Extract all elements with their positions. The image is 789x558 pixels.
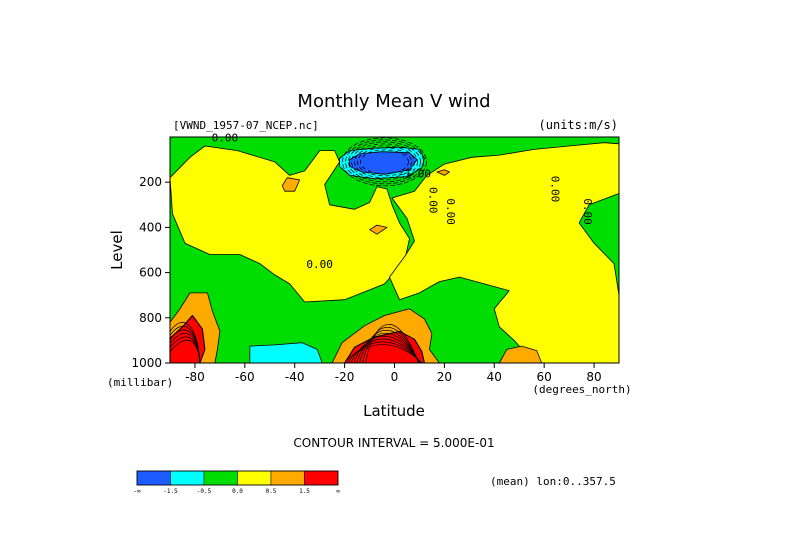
positive-contour-line-1 <box>344 344 423 364</box>
x-tick-label--80: -80 <box>185 370 205 384</box>
contour-value-label-5: 0.00 <box>444 198 457 225</box>
x-tick-label--20: -20 <box>335 370 355 384</box>
x-unit-label: (degrees_north) <box>532 383 631 396</box>
legend-label-3: -0.5 <box>197 488 212 495</box>
contour-value-label-2: -1.00 <box>398 168 431 181</box>
positive-contour-line-8 <box>365 324 419 364</box>
contour-region-small-north-maximum <box>436 169 450 176</box>
contour-region-north-dateline-strong-negative <box>349 151 418 175</box>
y-tick-label-200: 200 <box>139 175 162 189</box>
legend-color-box-4 <box>237 470 272 486</box>
x-tick-label--60: -60 <box>235 370 255 384</box>
positive-contour-line-5 <box>356 332 421 364</box>
legend-label-1: -∞ <box>133 488 141 495</box>
x-tick-label-40: 40 <box>487 370 502 384</box>
dataset-label: [VWND_1957-07_NCEP.nc] <box>173 119 319 132</box>
chart-title: Monthly Mean V wind <box>297 91 490 112</box>
contour-value-label-6: 0.00 <box>549 176 562 203</box>
y-unit-label: (millibar) <box>107 376 173 389</box>
negative-contour-ring-3 <box>354 145 415 179</box>
negative-contour-ring-6 <box>345 139 424 185</box>
legend-color-box-1 <box>136 470 171 486</box>
negative-contour-ring-4 <box>351 143 418 181</box>
contour-region-small-south-maximum <box>281 177 301 192</box>
positive-contour-line-6 <box>359 330 420 364</box>
y-tick-label-1000: 1000 <box>131 356 162 370</box>
y-tick-label-800: 800 <box>139 311 162 325</box>
negative-contour-ring-5 <box>348 141 421 183</box>
units-label: (units:m/s) <box>539 118 618 132</box>
x-tick-label-60: 60 <box>537 370 552 384</box>
x-axis-label: Latitude <box>363 402 425 420</box>
x-tick-label-0: 0 <box>391 370 399 384</box>
positive-contour-line-7 <box>362 327 420 364</box>
negative-contour-ring-1 <box>360 149 409 175</box>
legend-label-7: ∞ <box>336 488 340 495</box>
positive-contour-line-2 <box>347 341 422 364</box>
plot-area: 0.00 -1.00 0.00 0.00 0.00 0.00 0.00 <box>169 132 620 364</box>
positive-contour-line-3 <box>350 338 422 364</box>
contour-value-label-4: 0.00 <box>426 187 439 214</box>
legend-frame <box>136 470 339 486</box>
positive-contour-line-4 <box>353 335 421 364</box>
legend-color-box-3 <box>203 470 238 486</box>
contour-value-label-3: 0.00 <box>306 258 333 271</box>
south-polar-contour-6 <box>169 339 201 364</box>
legend-label-6: 1.5 <box>299 488 310 495</box>
legend-color-box-5 <box>270 470 305 486</box>
x-tick-label-80: 80 <box>586 370 601 384</box>
x-tick-label-20: 20 <box>437 370 452 384</box>
legend-label-4: 0.0 <box>232 488 243 495</box>
contour-region-small-mid-maximum <box>369 224 388 235</box>
contour-interval-label: CONTOUR INTERVAL = 5.000E-01 <box>293 436 494 450</box>
negative-contour-ring-7 <box>342 137 427 187</box>
color-legend: -∞ -1.5 -0.5 0.0 0.5 1.5 ∞ <box>133 470 340 495</box>
mean-longitude-label: (mean) lon:0..357.5 <box>490 475 616 488</box>
legend-label-5: 0.5 <box>266 488 277 495</box>
legend-color-box-6 <box>304 470 339 486</box>
contour-region-western-positive-band <box>169 145 410 303</box>
legend-color-box-2 <box>170 470 205 486</box>
contour-value-label-1: 0.00 <box>212 132 239 145</box>
legend-label-2: -1.5 <box>163 488 178 495</box>
y-tick-label-600: 600 <box>139 266 162 280</box>
y-axis-label: Level <box>108 230 126 270</box>
y-tick-label-400: 400 <box>139 220 162 234</box>
x-tick-label--40: -40 <box>285 370 305 384</box>
contour-value-label-7: 0.00 <box>581 198 594 225</box>
negative-contour-ring-2 <box>357 147 412 177</box>
axis-layer: -80 -60 -40 -20 0 20 40 60 80 200 400 600 800 1000 <box>131 136 620 384</box>
